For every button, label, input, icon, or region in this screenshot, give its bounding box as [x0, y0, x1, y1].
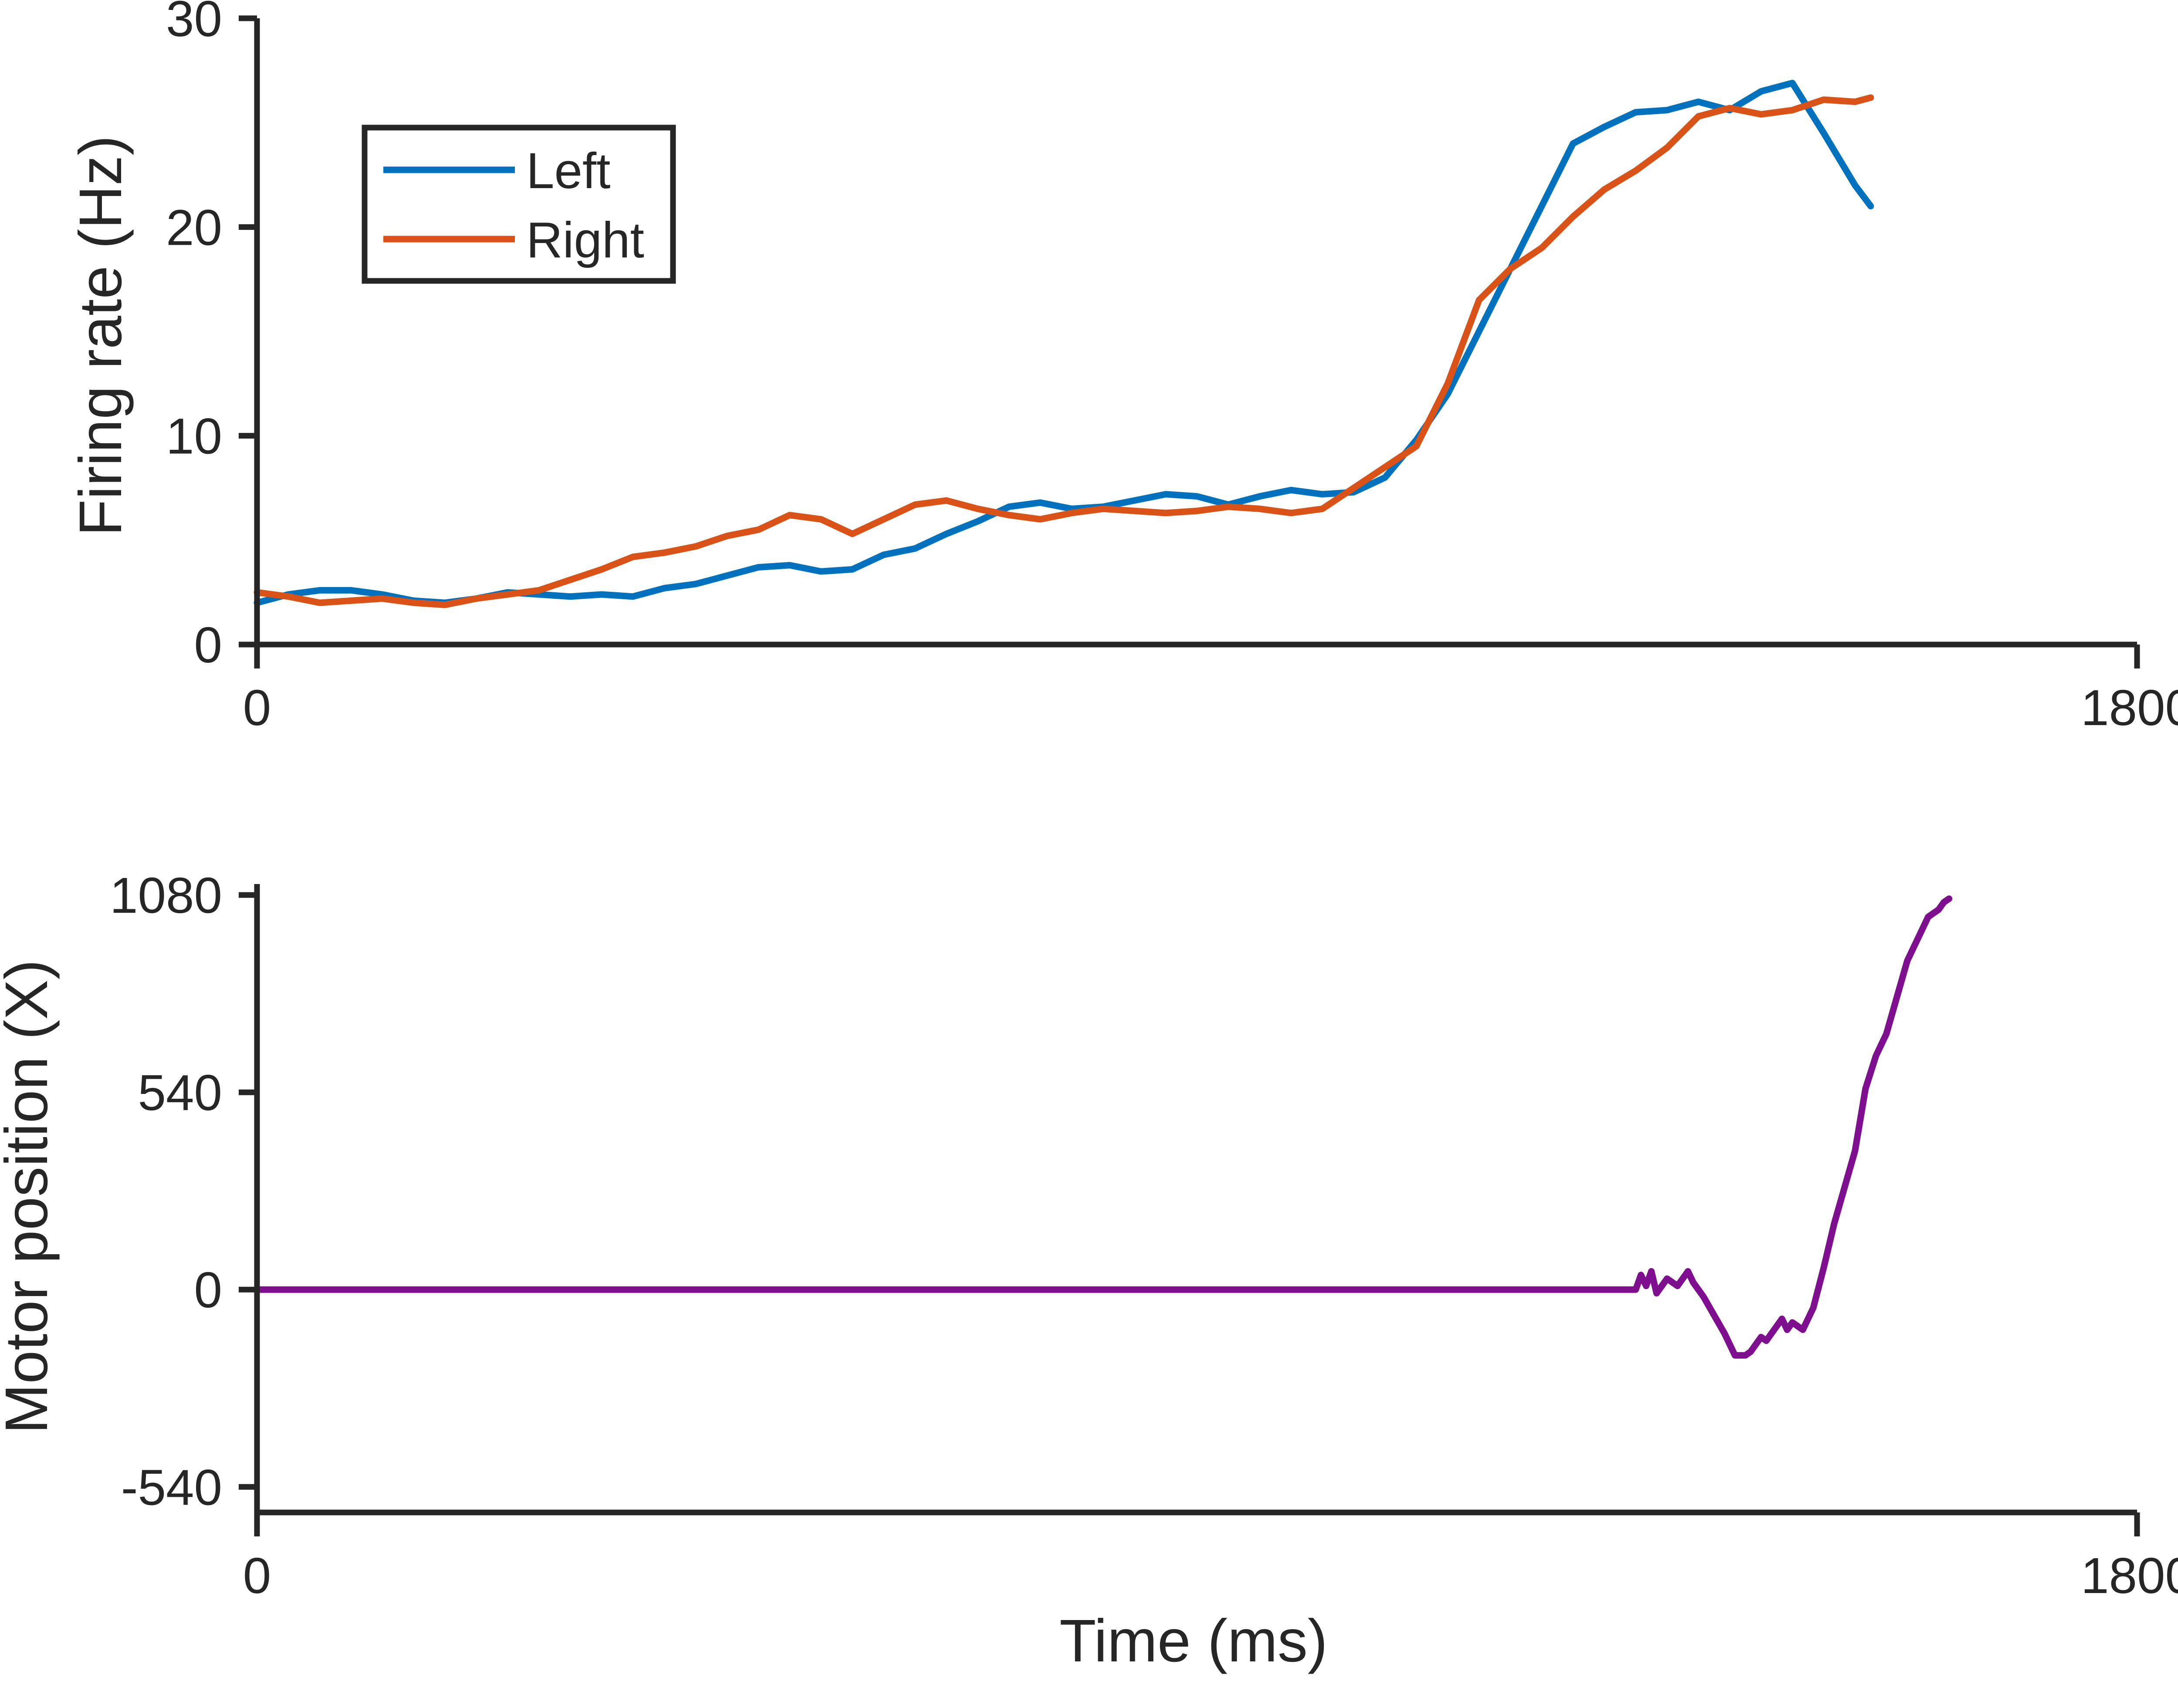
firing-rate-x-tick-label: 0: [243, 679, 271, 736]
firing-rate-line-right: [254, 94, 1874, 608]
motor-position-series: [254, 895, 1952, 1359]
firing-rate-series: [254, 80, 1874, 608]
firing-rate-y-tick-label: 0: [194, 617, 222, 673]
motor-position-x-axis-title: Time (ms): [1059, 1607, 1328, 1674]
motor-position-line-trace: [254, 895, 1952, 1359]
firing-rate-x-tick-label: 1800: [2081, 679, 2178, 736]
motor-position-y-tick-label: 1080: [110, 867, 222, 924]
firing-rate-y-axis-title: Firing rate (Hz): [67, 135, 134, 536]
firing-rate-x-ticks: 0 1800: [243, 645, 2178, 736]
legend: Left Right: [362, 125, 676, 284]
motor-position-x-tick-label: 1800: [2081, 1547, 2178, 1604]
firing-rate-y-tick-label: 20: [166, 199, 222, 256]
motor-position-x-tick-label: 0: [243, 1547, 271, 1604]
motor-position-y-ticks: -540 0 540 1080: [110, 867, 257, 1516]
motor-position-chart: -540 0 540 1080 0 1800 Motor position (X) Ti…: [0, 867, 2178, 1674]
firing-rate-y-tick-label: 10: [166, 408, 222, 465]
motor-position-y-axis-title: Motor position (X): [0, 959, 60, 1434]
firing-rate-chart: 0 10 20 30 0 1800 Firing rate (Hz) Left Righ…: [67, 0, 2178, 736]
motor-position-y-tick-label: 0: [194, 1262, 222, 1318]
firing-rate-y-ticks: 0 10 20 30: [166, 0, 257, 673]
motor-position-y-tick-label: -540: [121, 1459, 222, 1516]
legend-label-left: Left: [526, 142, 610, 199]
legend-box: [362, 125, 676, 284]
firing-rate-y-tick-label: 30: [166, 0, 222, 47]
motor-position-y-tick-label: 540: [138, 1064, 222, 1121]
motor-position-x-ticks: 0 1800: [243, 1512, 2178, 1604]
legend-label-right: Right: [526, 212, 644, 268]
